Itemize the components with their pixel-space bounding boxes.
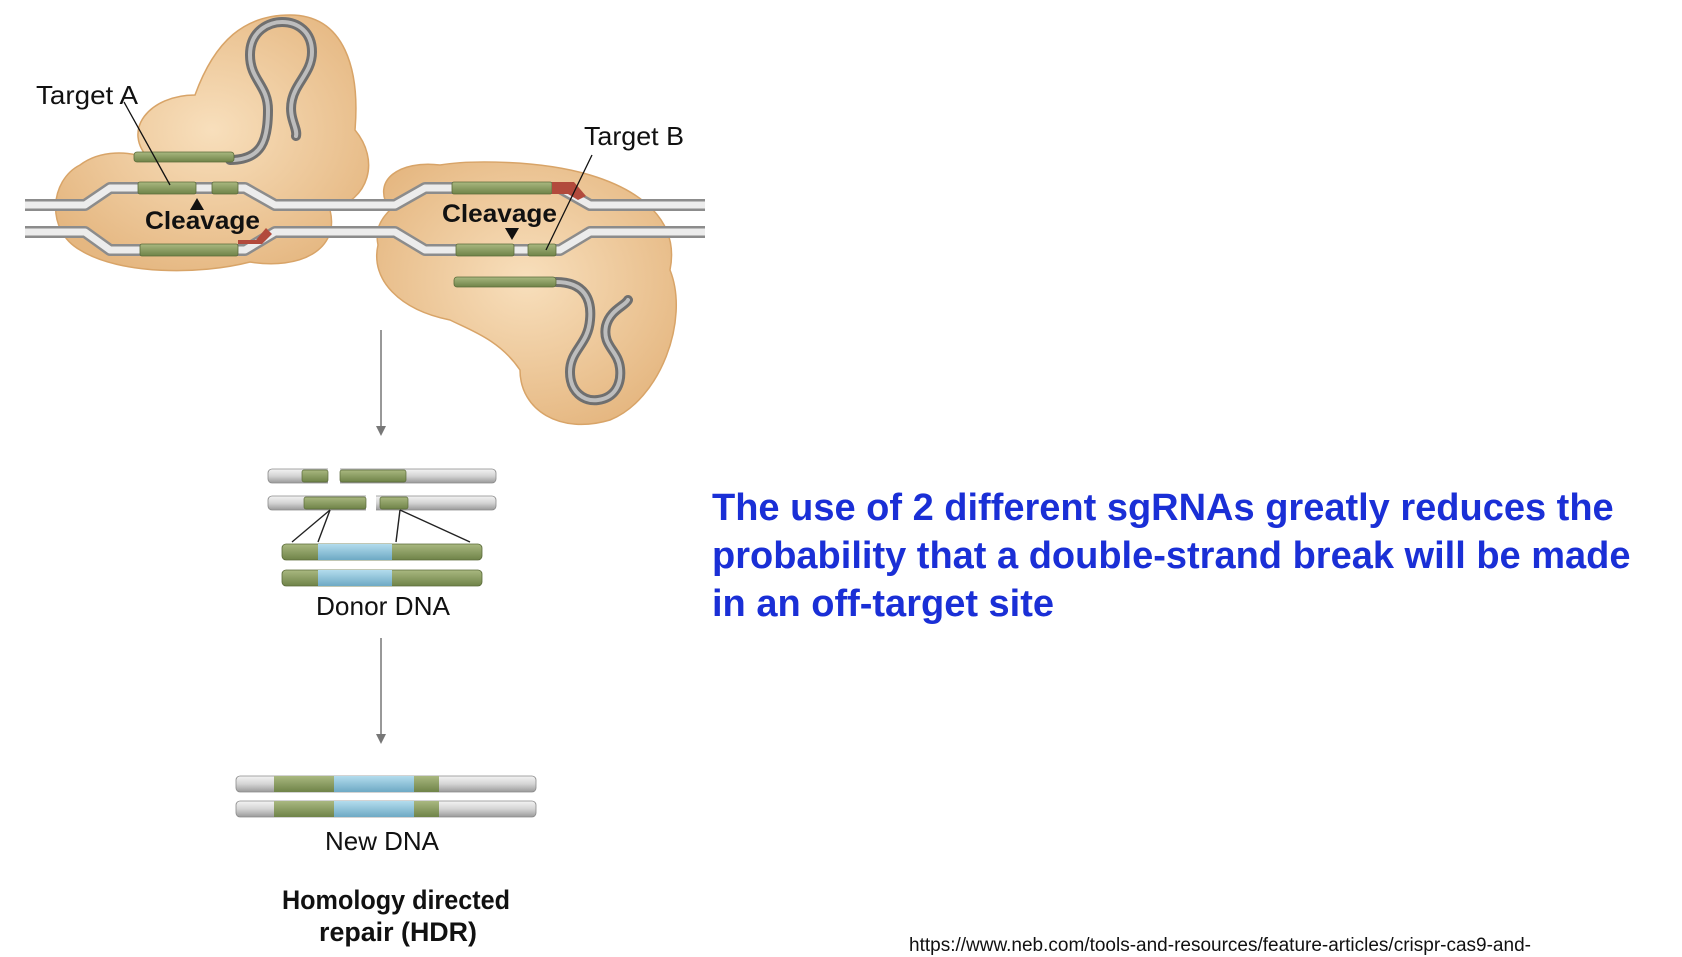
process-arrow-1	[376, 330, 386, 436]
genomic-dna	[25, 181, 705, 257]
crispr-hdr-diagram: Target A Target B Cleavage Cleavage Dono…	[25, 14, 705, 947]
new-dna-label: New DNA	[325, 826, 440, 856]
new-dna	[235, 775, 537, 818]
cleavage-arrow-a	[190, 198, 204, 210]
target-b-right	[527, 243, 557, 257]
target-a-label: Target A	[36, 80, 139, 110]
target-b-leader	[545, 154, 593, 251]
target-b-label: Target B	[584, 121, 684, 151]
target-a-left	[137, 181, 197, 195]
hdr-label-line1: Homology directed	[282, 885, 510, 915]
cleavage-arrow-b	[505, 228, 519, 240]
donor-dna-label: Donor DNA	[316, 591, 451, 621]
broken-dna	[267, 466, 497, 543]
process-arrow-2	[376, 638, 386, 744]
guide-spacer-a	[133, 151, 235, 163]
pam-a	[238, 228, 272, 244]
target-b-upper	[451, 181, 553, 195]
cleavage-label-a: Cleavage	[145, 207, 260, 235]
target-a-right	[211, 181, 239, 195]
donor-dna	[281, 543, 483, 587]
hdr-label-line2: repair (HDR)	[319, 917, 477, 947]
source-url: https://www.neb.com/tools-and-resources/…	[909, 935, 1531, 956]
target-a-leader	[123, 101, 171, 186]
cleavage-label-b: Cleavage	[442, 200, 557, 228]
target-a-complement	[139, 243, 239, 257]
sgrna-statement: The use of 2 different sgRNAs greatly re…	[712, 487, 1631, 625]
guide-spacer-b	[453, 276, 557, 288]
pam-b	[552, 182, 586, 200]
target-b-left	[455, 243, 515, 257]
